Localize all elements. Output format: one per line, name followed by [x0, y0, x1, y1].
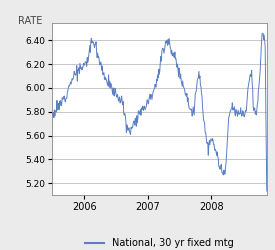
- Text: RATE: RATE: [18, 16, 42, 26]
- Legend: National, 30 yr fixed mtg: National, 30 yr fixed mtg: [81, 234, 238, 250]
